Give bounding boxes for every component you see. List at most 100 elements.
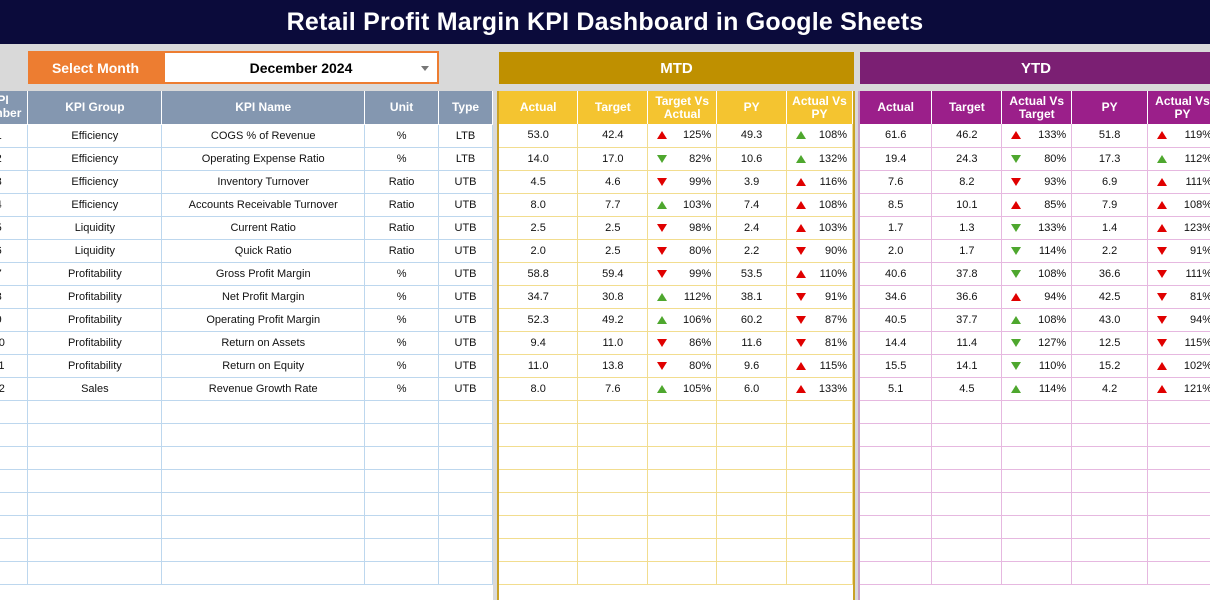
title-bar: Retail Profit Margin KPI Dashboard in Go… [0,0,1210,44]
indicator-cell: 103% [647,193,718,217]
type-cell: UTB [438,354,493,378]
empty-row [0,561,493,585]
indicator-percent: 111% [1185,175,1210,188]
indicator-cell: 103% [786,216,853,240]
arrow-down-icon [1011,223,1022,232]
empty-cell [1071,515,1149,539]
empty-cell [647,492,718,516]
unit-cell: % [364,262,440,286]
ytd-py-cell: 2.2 [1071,239,1149,263]
unit-cell: Ratio [364,239,440,263]
kpi-number-cell: 1 [0,124,29,148]
empty-cell [364,400,440,424]
kpi-group-cell: Efficiency [27,170,163,194]
chevron-down-icon[interactable] [421,66,429,71]
empty-cell [27,492,163,516]
indicator-cell: 108% [786,193,853,217]
empty-row [860,469,1210,493]
type-cell: LTB [438,124,493,148]
indicator-cell: 94% [1001,285,1073,309]
indicator-percent: 91% [1189,244,1210,257]
indicator-cell: 112% [1147,147,1210,171]
month-dropdown[interactable]: December 2024 [163,51,439,84]
empty-cell [499,492,579,516]
mtd-py-cell: 49.3 [716,124,788,148]
empty-cell [786,400,853,424]
indicator-cell: 112% [647,285,718,309]
indicator-percent: 108% [818,129,847,142]
table-row: 4.5 4.6 99% 3.9 116% [499,170,853,194]
mtd-target-cell: 30.8 [577,285,649,309]
month-dropdown-value: December 2024 [249,59,353,76]
table-row: 10ProfitabilityReturn on Assets%UTB [0,331,493,355]
table-row: 7.6 8.2 93% 6.9 111% [860,170,1210,194]
mtd-target-cell: 7.7 [577,193,649,217]
unit-cell: % [364,354,440,378]
table-row: 14.4 11.4 127% 12.5 115% [860,331,1210,355]
indicator-percent: 103% [683,198,712,211]
arrow-down-icon [1157,338,1168,347]
empty-cell [438,469,493,493]
kpi-name-cell: Current Ratio [161,216,366,240]
empty-cell [860,538,933,562]
table-row: 9ProfitabilityOperating Profit Margin%UT… [0,308,493,332]
mtd-actual-cell: 2.5 [499,216,579,240]
table-row: 14.0 17.0 82% 10.6 132% [499,147,853,171]
empty-cell [647,538,718,562]
empty-cell [647,446,718,470]
arrow-down-icon [1157,246,1168,255]
ytd-target-cell: 37.8 [931,262,1003,286]
indicator-percent: 115% [1184,336,1210,349]
kpi-number-cell: 7 [0,262,29,286]
ytd-col-header-1: Target [931,91,1003,124]
empty-cell [931,538,1003,562]
mtd-py-cell: 2.4 [716,216,788,240]
empty-cell [1071,423,1149,447]
empty-cell [1071,400,1149,424]
empty-cell [364,446,440,470]
indicator-percent: 106% [683,313,712,326]
mtd-py-cell: 11.6 [716,331,788,355]
indicator-cell: 119% [1147,124,1210,148]
indicator-percent: 93% [1044,175,1067,188]
arrow-up-icon [796,223,807,232]
mtd-py-cell: 6.0 [716,377,788,401]
ytd-py-cell: 1.4 [1071,216,1149,240]
empty-cell [161,469,366,493]
empty-cell [716,538,788,562]
empty-row [499,469,853,493]
arrow-down-icon [657,154,668,163]
indicator-cell: 127% [1001,331,1073,355]
table-row: 53.0 42.4 125% 49.3 108% [499,124,853,148]
table-row: 8ProfitabilityNet Profit Margin%UTB [0,285,493,309]
empty-cell [27,446,163,470]
indicator-cell: 114% [1001,239,1073,263]
table-row: 1.7 1.3 133% 1.4 123% [860,216,1210,240]
arrow-up-icon [1011,315,1022,324]
type-cell: UTB [438,262,493,286]
empty-cell [716,561,788,585]
arrow-down-icon [796,292,807,301]
kpi-name-cell: Accounts Receivable Turnover [161,193,366,217]
empty-cell [161,515,366,539]
arrow-up-icon [1157,177,1168,186]
arrow-down-icon [1011,177,1022,186]
table-row: 8.0 7.6 105% 6.0 133% [499,377,853,401]
table-row: 9.4 11.0 86% 11.6 81% [499,331,853,355]
empty-row [499,561,853,585]
mtd-panel: Actual Target Target Vs Actual PY Actual Vs … [497,91,855,600]
empty-row [0,538,493,562]
mtd-target-cell: 42.4 [577,124,649,148]
empty-cell [0,446,29,470]
page-title: Retail Profit Margin KPI Dashboard in Go… [286,7,924,36]
indicator-cell: 94% [1147,308,1210,332]
empty-row [0,423,493,447]
arrow-up-icon [796,269,807,278]
empty-cell [438,446,493,470]
indicator-cell: 133% [1001,216,1073,240]
empty-cell [0,400,29,424]
mtd-col-header-3: PY [716,91,788,124]
indicator-cell: 80% [647,354,718,378]
empty-cell [0,423,29,447]
